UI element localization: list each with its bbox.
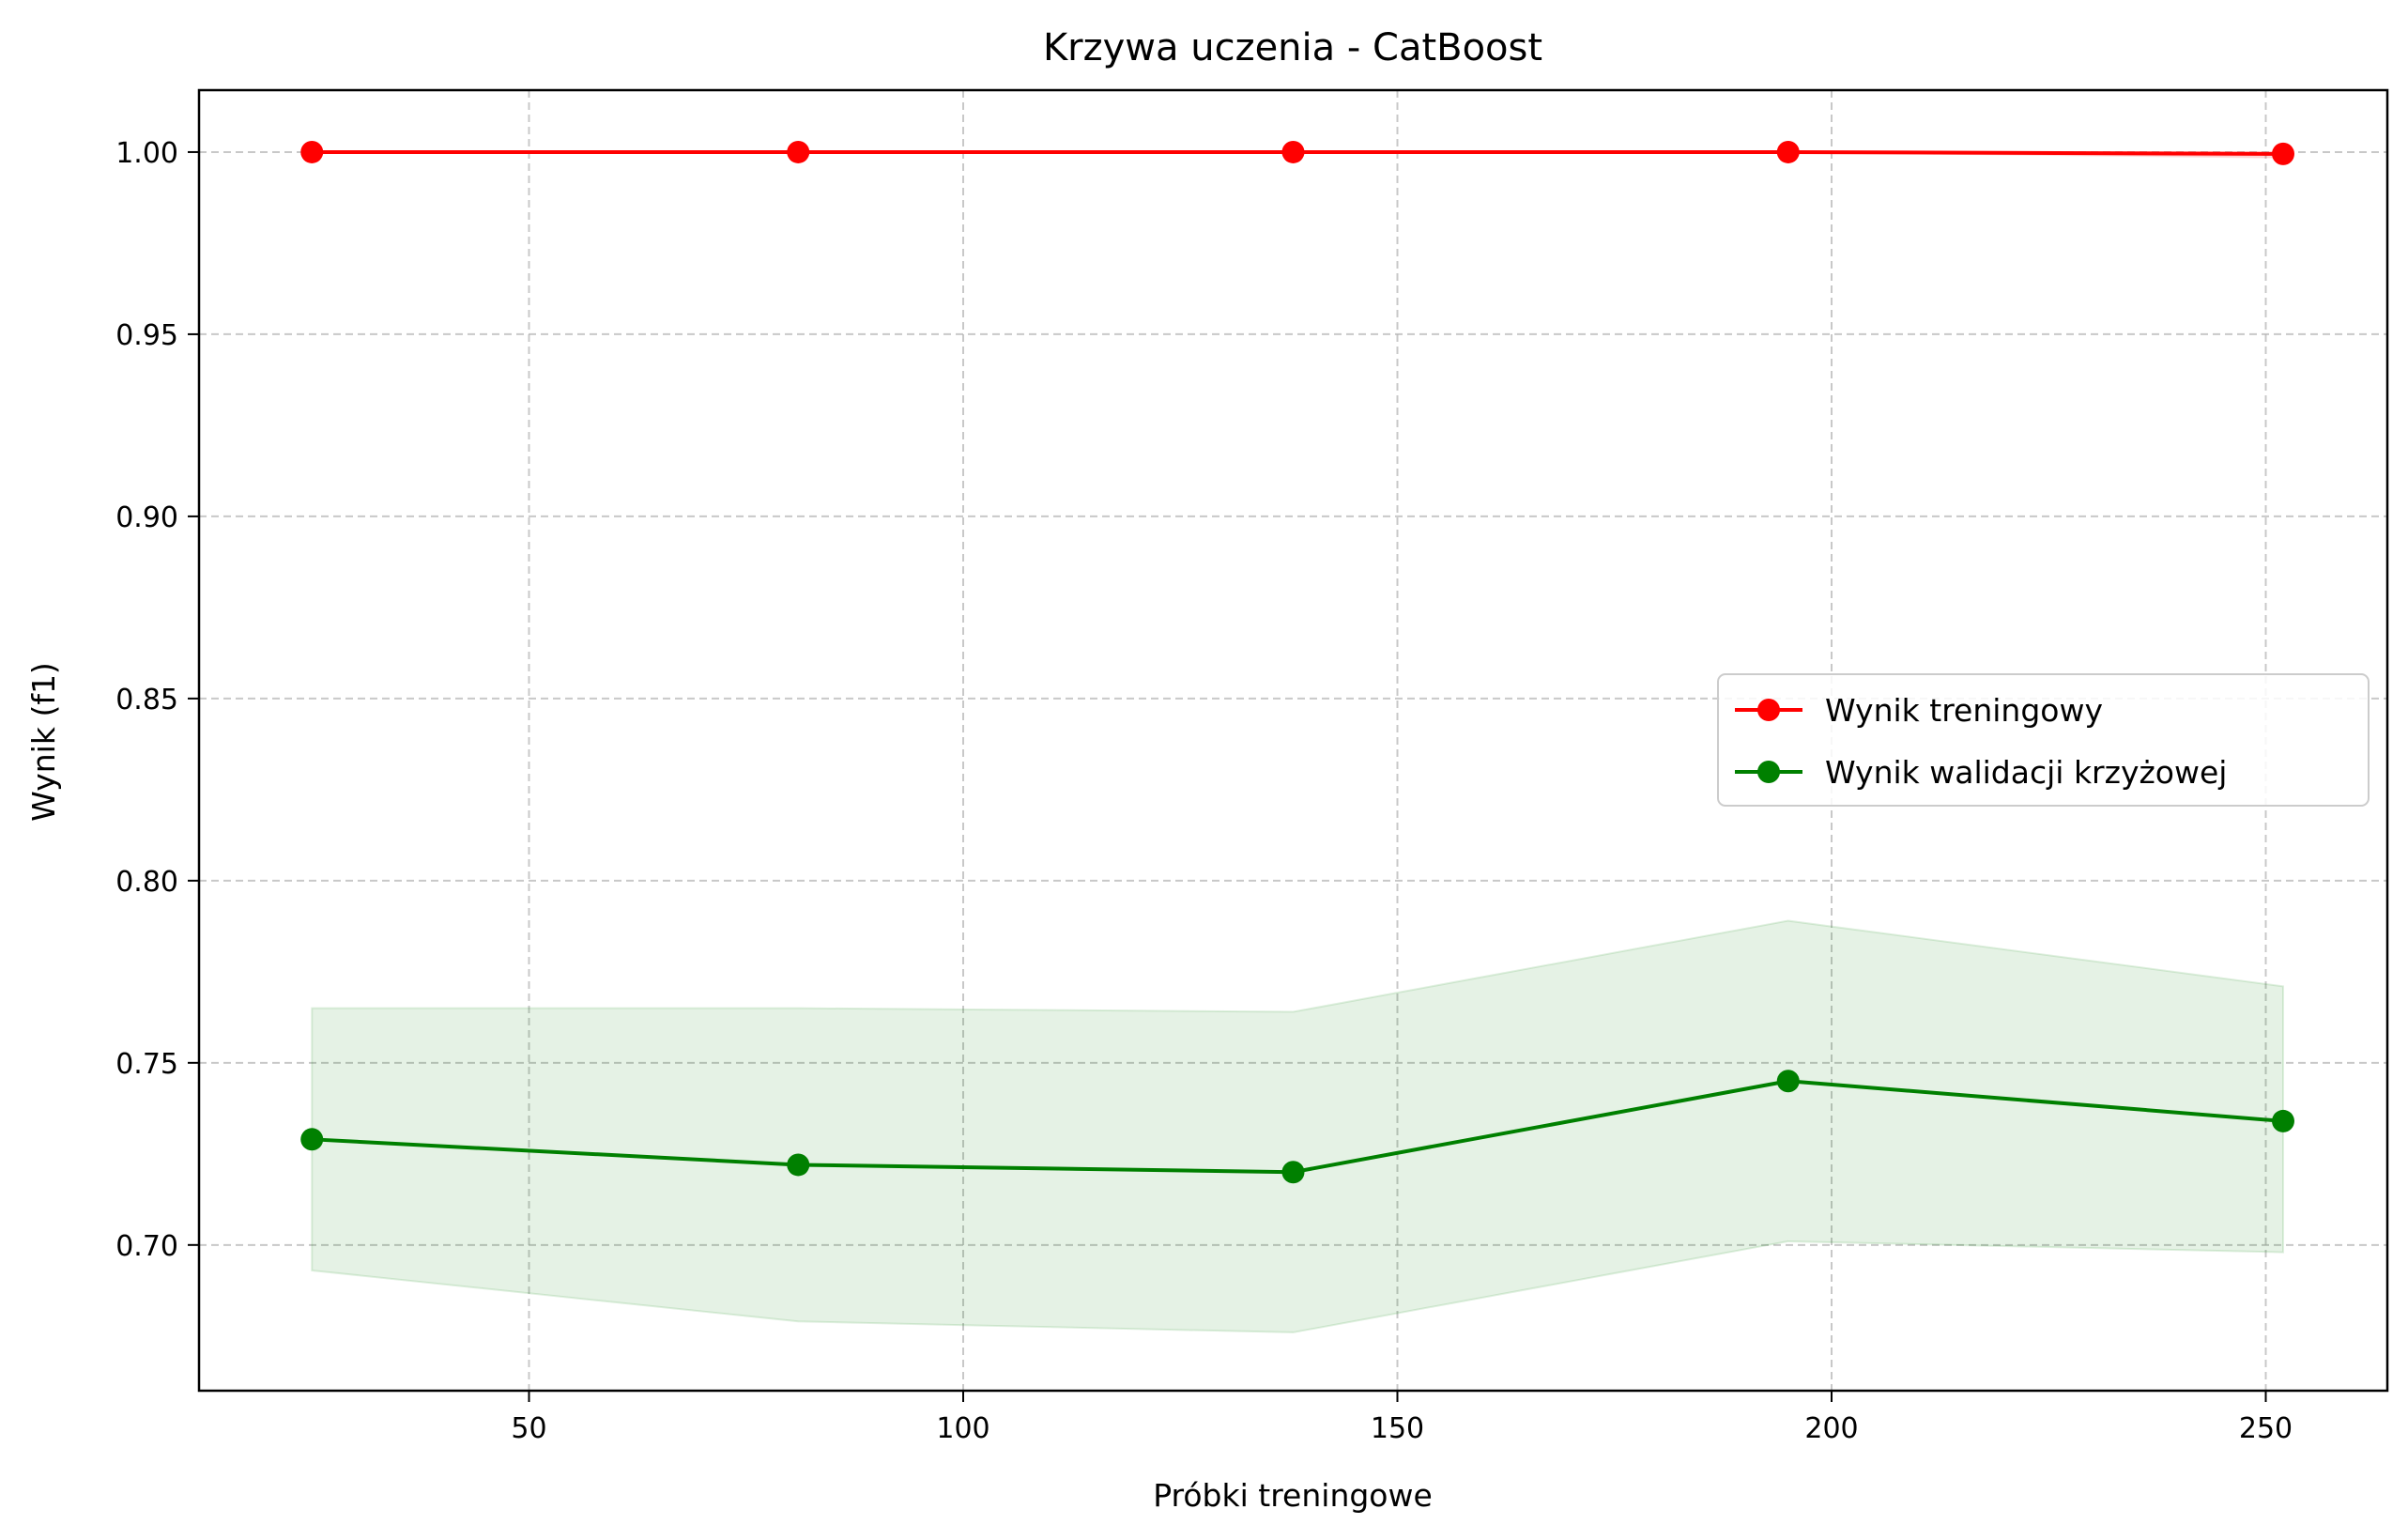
x-tick-label-0: 50 <box>511 1412 546 1445</box>
point-series-0-3 <box>1776 140 1800 163</box>
point-series-0-4 <box>2272 142 2294 165</box>
y-tick-label-5: 0.95 <box>115 319 178 352</box>
legend-label-0: Wynik treningowy <box>1825 692 2103 729</box>
axis-ticks: 50 100 150 200 250 0.70 0.75 0.80 0.85 0.90 0.95 1.… <box>115 137 2293 1445</box>
chart-title: Krzywa uczenia - CatBoost <box>1043 26 1542 69</box>
point-series-0-2 <box>1281 140 1305 163</box>
legend: Wynik treningowy Wynik walidacji krzyżowe… <box>1717 673 2370 807</box>
x-tick-label-4: 250 <box>2239 1412 2293 1445</box>
point-series-1-1 <box>787 1153 810 1177</box>
x-tick-label-3: 200 <box>1804 1412 1858 1445</box>
y-tick-label-4: 0.90 <box>115 501 178 534</box>
point-series-1-4 <box>2272 1109 2294 1132</box>
x-tick-label-2: 150 <box>1371 1412 1424 1445</box>
series-markers <box>300 140 2294 1184</box>
point-series-1-0 <box>300 1128 324 1151</box>
y-tick-label-3: 0.85 <box>115 684 178 716</box>
legend-marker-1 <box>1757 761 1780 783</box>
y-tick-label-1: 0.75 <box>115 1048 178 1081</box>
x-tick-label-1: 100 <box>936 1412 989 1445</box>
band-series-1 <box>311 919 2284 1333</box>
x-axis-label: Próbki treningowe <box>1153 1477 1433 1514</box>
point-series-1-3 <box>1776 1070 1800 1093</box>
point-series-1-2 <box>1281 1161 1305 1184</box>
y-axis-label: Wynik (f1) <box>25 662 62 822</box>
y-tick-label-6: 1.00 <box>115 137 178 170</box>
legend-label-1: Wynik walidacji krzyżowej <box>1825 754 2227 791</box>
point-series-0-1 <box>787 140 810 163</box>
y-tick-label-2: 0.80 <box>115 866 178 899</box>
point-series-0-0 <box>300 140 324 163</box>
plot-frame <box>197 88 2389 1393</box>
legend-box <box>1717 673 2370 807</box>
y-tick-label-0: 0.70 <box>115 1230 178 1263</box>
legend-marker-0 <box>1757 699 1780 721</box>
